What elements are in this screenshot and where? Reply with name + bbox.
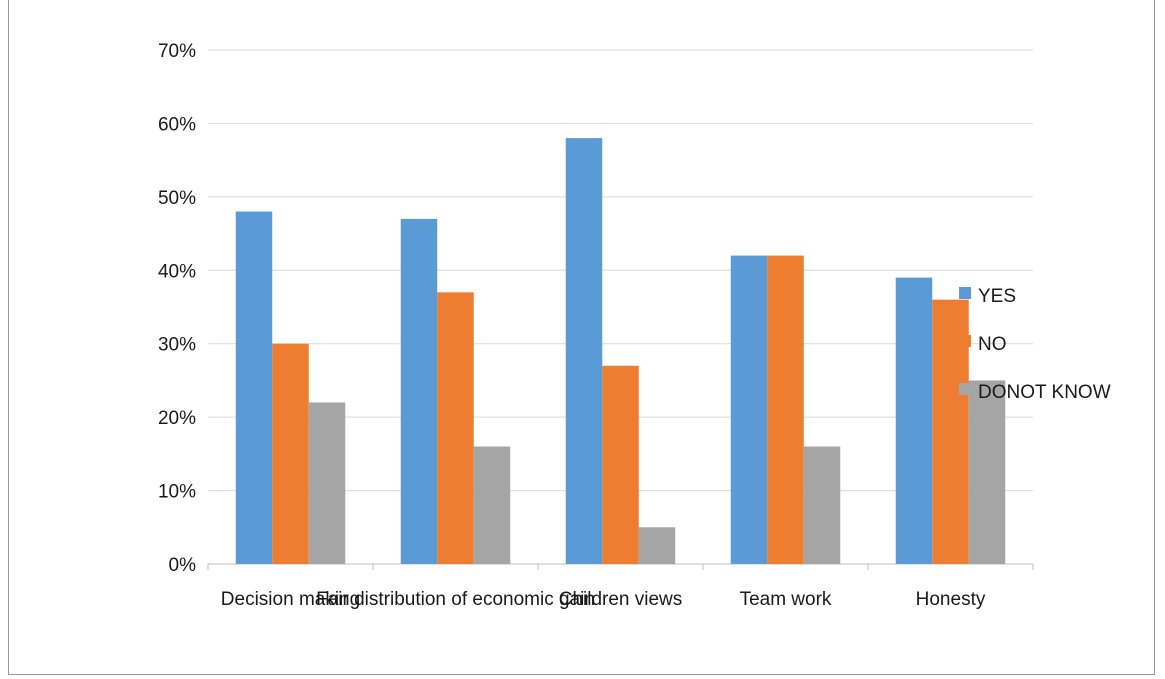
bar-yes (400, 218, 438, 564)
x-tick-label: Fair distribution of economic gain (316, 589, 595, 610)
legend-label: DONOT KNOW (978, 382, 1111, 403)
legend-label: YES (978, 286, 1016, 307)
bar-no (767, 255, 804, 564)
y-tick-label: 0% (169, 555, 197, 576)
bar-donot-know (308, 402, 346, 564)
y-tick-label: 40% (158, 261, 196, 282)
y-tick-label: 70% (158, 41, 196, 62)
legend-swatch (959, 287, 971, 299)
x-tick-label: Honesty (916, 589, 986, 610)
bar-no (437, 292, 474, 564)
bar-yes (895, 277, 933, 564)
x-tick-label: Decision making (221, 589, 360, 610)
y-tick-label: 50% (158, 188, 196, 209)
bar-donot-know (473, 446, 511, 564)
legend-label: NO (978, 334, 1007, 355)
bar-donot-know (803, 446, 841, 564)
bar-no (272, 343, 309, 564)
bar-donot-know (968, 380, 1006, 564)
bar-no (602, 365, 639, 564)
bar-yes (565, 138, 603, 564)
x-tick-label: Children views (559, 589, 683, 610)
chart-frame: 0% 10% 20% 30% 40% 50% 60% 70% Decision making Fa… (8, 0, 1155, 675)
bar-donot-know (638, 527, 676, 564)
bar-yes (730, 255, 768, 564)
y-tick-label: 10% (158, 482, 196, 503)
legend-swatch (959, 383, 971, 395)
x-tick-label: Team work (740, 589, 832, 610)
bar-chart: 0% 10% 20% 30% 40% 50% 60% 70% Decision makingFa… (158, 41, 1111, 610)
bar-yes (235, 211, 273, 565)
y-tick-label: 20% (158, 408, 196, 429)
legend-swatch (959, 335, 971, 347)
y-tick-label: 30% (158, 335, 196, 356)
y-tick-label: 60% (158, 114, 196, 135)
